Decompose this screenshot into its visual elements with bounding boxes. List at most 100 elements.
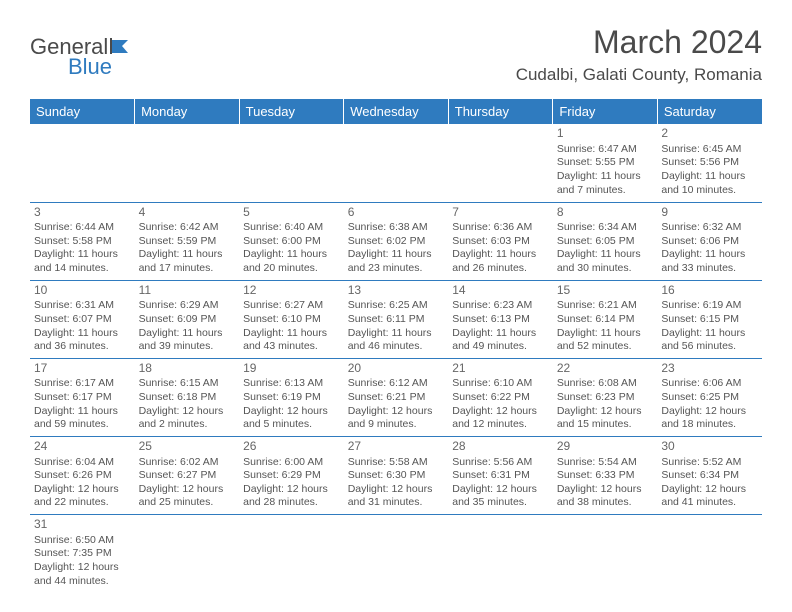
calendar-day: 15Sunrise: 6:21 AMSunset: 6:14 PMDayligh… — [553, 280, 658, 358]
calendar-week: 17Sunrise: 6:17 AMSunset: 6:17 PMDayligh… — [30, 358, 762, 436]
day-number: 30 — [661, 439, 758, 455]
daylight-line: Daylight: 11 hours and 49 minutes. — [452, 327, 549, 354]
sunrise-line: Sunrise: 6:38 AM — [348, 221, 445, 235]
sunset-line: Sunset: 6:07 PM — [34, 313, 131, 327]
calendar-day: 4Sunrise: 6:42 AMSunset: 5:59 PMDaylight… — [135, 202, 240, 280]
calendar-day: 5Sunrise: 6:40 AMSunset: 6:00 PMDaylight… — [239, 202, 344, 280]
calendar-empty — [239, 515, 344, 593]
sunset-line: Sunset: 6:14 PM — [557, 313, 654, 327]
sunrise-line: Sunrise: 6:21 AM — [557, 299, 654, 313]
calendar-day: 6Sunrise: 6:38 AMSunset: 6:02 PMDaylight… — [344, 202, 449, 280]
sunrise-line: Sunrise: 6:04 AM — [34, 456, 131, 470]
sunrise-line: Sunrise: 5:52 AM — [661, 456, 758, 470]
day-number: 25 — [139, 439, 236, 455]
day-number: 22 — [557, 361, 654, 377]
daylight-line: Daylight: 11 hours and 26 minutes. — [452, 248, 549, 275]
sunset-line: Sunset: 6:21 PM — [348, 391, 445, 405]
logo-part2: Blue — [68, 54, 112, 80]
sunrise-line: Sunrise: 6:15 AM — [139, 377, 236, 391]
sunset-line: Sunset: 7:35 PM — [34, 547, 131, 561]
sunrise-line: Sunrise: 5:56 AM — [452, 456, 549, 470]
daylight-line: Daylight: 11 hours and 56 minutes. — [661, 327, 758, 354]
sunrise-line: Sunrise: 6:42 AM — [139, 221, 236, 235]
sunset-line: Sunset: 6:34 PM — [661, 469, 758, 483]
logo-flag-icon — [110, 38, 132, 59]
calendar-empty — [344, 515, 449, 593]
sunrise-line: Sunrise: 6:36 AM — [452, 221, 549, 235]
day-number: 21 — [452, 361, 549, 377]
header: General March 2024 Cudalbi, Galati Count… — [30, 24, 762, 85]
daylight-line: Daylight: 11 hours and 33 minutes. — [661, 248, 758, 275]
day-header: Friday — [553, 99, 658, 124]
calendar-empty — [553, 515, 658, 593]
day-header: Saturday — [657, 99, 762, 124]
day-number: 27 — [348, 439, 445, 455]
sunrise-line: Sunrise: 6:06 AM — [661, 377, 758, 391]
sunset-line: Sunset: 6:22 PM — [452, 391, 549, 405]
sunset-line: Sunset: 6:09 PM — [139, 313, 236, 327]
daylight-line: Daylight: 12 hours and 25 minutes. — [139, 483, 236, 510]
day-number: 1 — [557, 126, 654, 142]
calendar-empty — [344, 124, 449, 202]
calendar-empty — [135, 515, 240, 593]
calendar-day: 10Sunrise: 6:31 AMSunset: 6:07 PMDayligh… — [30, 280, 135, 358]
sunrise-line: Sunrise: 6:44 AM — [34, 221, 131, 235]
calendar-body: 1Sunrise: 6:47 AMSunset: 5:55 PMDaylight… — [30, 124, 762, 593]
calendar-empty — [239, 124, 344, 202]
daylight-line: Daylight: 12 hours and 2 minutes. — [139, 405, 236, 432]
day-number: 23 — [661, 361, 758, 377]
calendar-day: 3Sunrise: 6:44 AMSunset: 5:58 PMDaylight… — [30, 202, 135, 280]
sunset-line: Sunset: 6:33 PM — [557, 469, 654, 483]
calendar-day: 2Sunrise: 6:45 AMSunset: 5:56 PMDaylight… — [657, 124, 762, 202]
sunrise-line: Sunrise: 6:23 AM — [452, 299, 549, 313]
daylight-line: Daylight: 11 hours and 30 minutes. — [557, 248, 654, 275]
sunset-line: Sunset: 6:05 PM — [557, 235, 654, 249]
sunrise-line: Sunrise: 6:00 AM — [243, 456, 340, 470]
calendar-table: SundayMondayTuesdayWednesdayThursdayFrid… — [30, 99, 762, 593]
day-number: 19 — [243, 361, 340, 377]
calendar-week: 31Sunrise: 6:50 AMSunset: 7:35 PMDayligh… — [30, 515, 762, 593]
sunrise-line: Sunrise: 5:54 AM — [557, 456, 654, 470]
sunset-line: Sunset: 6:18 PM — [139, 391, 236, 405]
day-number: 3 — [34, 205, 131, 221]
day-number: 13 — [348, 283, 445, 299]
sunrise-line: Sunrise: 6:40 AM — [243, 221, 340, 235]
sunrise-line: Sunrise: 6:32 AM — [661, 221, 758, 235]
calendar-empty — [657, 515, 762, 593]
calendar-day: 26Sunrise: 6:00 AMSunset: 6:29 PMDayligh… — [239, 436, 344, 514]
daylight-line: Daylight: 11 hours and 59 minutes. — [34, 405, 131, 432]
calendar-empty — [448, 124, 553, 202]
sunrise-line: Sunrise: 6:13 AM — [243, 377, 340, 391]
calendar-week: 3Sunrise: 6:44 AMSunset: 5:58 PMDaylight… — [30, 202, 762, 280]
daylight-line: Daylight: 12 hours and 18 minutes. — [661, 405, 758, 432]
calendar-day: 9Sunrise: 6:32 AMSunset: 6:06 PMDaylight… — [657, 202, 762, 280]
day-number: 7 — [452, 205, 549, 221]
calendar-empty — [135, 124, 240, 202]
day-number: 20 — [348, 361, 445, 377]
calendar-week: 24Sunrise: 6:04 AMSunset: 6:26 PMDayligh… — [30, 436, 762, 514]
day-header: Tuesday — [239, 99, 344, 124]
day-number: 14 — [452, 283, 549, 299]
sunset-line: Sunset: 6:25 PM — [661, 391, 758, 405]
calendar-day: 24Sunrise: 6:04 AMSunset: 6:26 PMDayligh… — [30, 436, 135, 514]
month-title: March 2024 — [516, 24, 762, 61]
calendar-day: 19Sunrise: 6:13 AMSunset: 6:19 PMDayligh… — [239, 358, 344, 436]
daylight-line: Daylight: 11 hours and 39 minutes. — [139, 327, 236, 354]
sunrise-line: Sunrise: 6:45 AM — [661, 143, 758, 157]
sunset-line: Sunset: 6:19 PM — [243, 391, 340, 405]
calendar-day: 21Sunrise: 6:10 AMSunset: 6:22 PMDayligh… — [448, 358, 553, 436]
day-header: Wednesday — [344, 99, 449, 124]
calendar-header-row: SundayMondayTuesdayWednesdayThursdayFrid… — [30, 99, 762, 124]
sunrise-line: Sunrise: 6:12 AM — [348, 377, 445, 391]
sunset-line: Sunset: 6:27 PM — [139, 469, 236, 483]
daylight-line: Daylight: 12 hours and 28 minutes. — [243, 483, 340, 510]
daylight-line: Daylight: 12 hours and 35 minutes. — [452, 483, 549, 510]
sunset-line: Sunset: 6:11 PM — [348, 313, 445, 327]
day-number: 2 — [661, 126, 758, 142]
sunset-line: Sunset: 6:13 PM — [452, 313, 549, 327]
title-block: March 2024 Cudalbi, Galati County, Roman… — [516, 24, 762, 85]
calendar-day: 12Sunrise: 6:27 AMSunset: 6:10 PMDayligh… — [239, 280, 344, 358]
daylight-line: Daylight: 11 hours and 17 minutes. — [139, 248, 236, 275]
day-number: 8 — [557, 205, 654, 221]
calendar-day: 27Sunrise: 5:58 AMSunset: 6:30 PMDayligh… — [344, 436, 449, 514]
